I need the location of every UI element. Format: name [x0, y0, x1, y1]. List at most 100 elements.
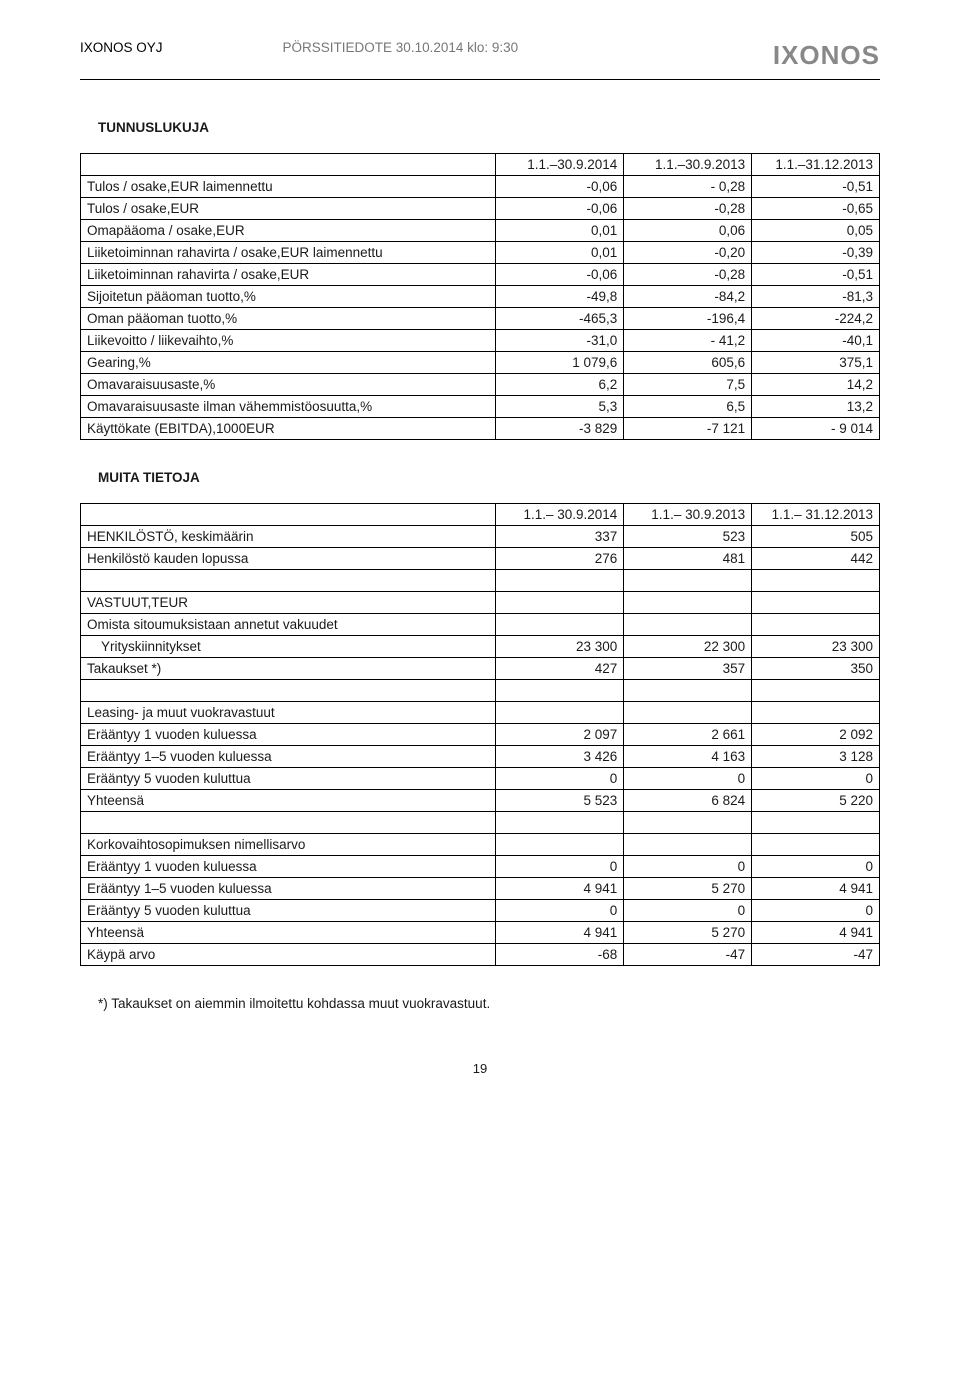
row-value — [496, 702, 624, 724]
col-header: 1.1.– 30.9.2013 — [624, 504, 752, 526]
row-value: -0,51 — [752, 264, 880, 286]
row-value: 523 — [624, 526, 752, 548]
row-value: 350 — [752, 658, 880, 680]
row-value: 375,1 — [752, 352, 880, 374]
col-header: 1.1.–31.12.2013 — [752, 154, 880, 176]
row-value: 4 941 — [752, 878, 880, 900]
table-row: Korkovaihtosopimuksen nimellisarvo — [81, 834, 880, 856]
row-value: 0 — [752, 856, 880, 878]
table-row: Tulos / osake,EUR laimennettu-0,06- 0,28… — [81, 176, 880, 198]
col-header — [81, 154, 496, 176]
row-value: -0,39 — [752, 242, 880, 264]
row-value: -3 829 — [496, 418, 624, 440]
row-value: -81,3 — [752, 286, 880, 308]
row-value: 0,01 — [496, 242, 624, 264]
row-value — [624, 592, 752, 614]
table-row: Gearing,%1 079,6605,6375,1 — [81, 352, 880, 374]
row-value: 0,05 — [752, 220, 880, 242]
row-value: -196,4 — [624, 308, 752, 330]
row-label: Liiketoiminnan rahavirta / osake,EUR — [81, 264, 496, 286]
row-value: 1 079,6 — [496, 352, 624, 374]
row-value — [624, 812, 752, 834]
row-value: -7 121 — [624, 418, 752, 440]
table-row: Liiketoiminnan rahavirta / osake,EUR-0,0… — [81, 264, 880, 286]
row-value: -465,3 — [496, 308, 624, 330]
row-label: Erääntyy 5 vuoden kuluttua — [81, 900, 496, 922]
row-label: Liikevoitto / liikevaihto,% — [81, 330, 496, 352]
row-value: 14,2 — [752, 374, 880, 396]
table-row — [81, 570, 880, 592]
table-row: Käyttökate (EBITDA),1000EUR-3 829-7 121-… — [81, 418, 880, 440]
footnote: *) Takaukset on aiemmin ilmoitettu kohda… — [98, 996, 880, 1011]
table-row: Yhteensä4 9415 2704 941 — [81, 922, 880, 944]
row-value: -47 — [752, 944, 880, 966]
row-value — [624, 702, 752, 724]
row-label: Omapääoma / osake,EUR — [81, 220, 496, 242]
row-value: -0,06 — [496, 176, 624, 198]
table-row: Leasing- ja muut vuokravastuut — [81, 702, 880, 724]
row-value: 5,3 — [496, 396, 624, 418]
row-value: -224,2 — [752, 308, 880, 330]
row-value — [752, 570, 880, 592]
col-header: 1.1.–30.9.2013 — [624, 154, 752, 176]
row-value: 337 — [496, 526, 624, 548]
table-muita-tietoja: 1.1.– 30.9.2014 1.1.– 30.9.2013 1.1.– 31… — [80, 503, 880, 966]
row-value — [752, 680, 880, 702]
row-value: 6,2 — [496, 374, 624, 396]
row-value: 0 — [624, 856, 752, 878]
col-header: 1.1.– 31.12.2013 — [752, 504, 880, 526]
table-header-row: 1.1.– 30.9.2014 1.1.– 30.9.2013 1.1.– 31… — [81, 504, 880, 526]
row-value: 5 270 — [624, 922, 752, 944]
row-value: 23 300 — [752, 636, 880, 658]
row-value — [624, 834, 752, 856]
row-value: 442 — [752, 548, 880, 570]
row-value — [624, 680, 752, 702]
row-label: Erääntyy 1–5 vuoden kuluessa — [81, 878, 496, 900]
row-label: HENKILÖSTÖ, keskimäärin — [81, 526, 496, 548]
table-row: Yhteensä5 5236 8245 220 — [81, 790, 880, 812]
row-label — [81, 680, 496, 702]
row-value: -47 — [624, 944, 752, 966]
section-title-tunnuslukuja: TUNNUSLUKUJA — [98, 120, 880, 135]
row-label: Takaukset *) — [81, 658, 496, 680]
row-value — [624, 570, 752, 592]
row-label — [81, 812, 496, 834]
row-value — [752, 834, 880, 856]
table-row — [81, 812, 880, 834]
table-row: Liiketoiminnan rahavirta / osake,EUR lai… — [81, 242, 880, 264]
row-value: -40,1 — [752, 330, 880, 352]
row-value: -0,51 — [752, 176, 880, 198]
row-value — [496, 834, 624, 856]
row-value — [752, 592, 880, 614]
row-value: 3 128 — [752, 746, 880, 768]
table-row: Henkilöstö kauden lopussa276481442 — [81, 548, 880, 570]
table-row: Erääntyy 1 vuoden kuluessa2 0972 6612 09… — [81, 724, 880, 746]
table-row: Erääntyy 5 vuoden kuluttua000 — [81, 768, 880, 790]
row-value: 13,2 — [752, 396, 880, 418]
row-value: 7,5 — [624, 374, 752, 396]
row-value: 2 661 — [624, 724, 752, 746]
table-tunnuslukuja: 1.1.–30.9.2014 1.1.–30.9.2013 1.1.–31.12… — [80, 153, 880, 440]
row-value: 0,01 — [496, 220, 624, 242]
table-row: Liikevoitto / liikevaihto,%-31,0- 41,2-4… — [81, 330, 880, 352]
row-value: -84,2 — [624, 286, 752, 308]
row-label: Omavaraisuusaste ilman vähemmistöosuutta… — [81, 396, 496, 418]
row-value — [752, 812, 880, 834]
row-value: 4 163 — [624, 746, 752, 768]
row-label: Sijoitetun pääoman tuotto,% — [81, 286, 496, 308]
table-row: VASTUUT,TEUR — [81, 592, 880, 614]
row-value: 22 300 — [624, 636, 752, 658]
row-value: 5 220 — [752, 790, 880, 812]
row-value: - 41,2 — [624, 330, 752, 352]
row-label: Tulos / osake,EUR — [81, 198, 496, 220]
row-label: Korkovaihtosopimuksen nimellisarvo — [81, 834, 496, 856]
row-label: Leasing- ja muut vuokravastuut — [81, 702, 496, 724]
header-left: IXONOS OYJ PÖRSSITIEDOTE 30.10.2014 klo:… — [80, 40, 518, 55]
row-value: 505 — [752, 526, 880, 548]
table-row: Tulos / osake,EUR-0,06-0,28-0,65 — [81, 198, 880, 220]
table-row: Omista sitoumuksistaan annetut vakuudet — [81, 614, 880, 636]
row-value — [496, 614, 624, 636]
row-value: -0,20 — [624, 242, 752, 264]
row-value: 23 300 — [496, 636, 624, 658]
row-label: Yrityskiinnitykset — [81, 636, 496, 658]
